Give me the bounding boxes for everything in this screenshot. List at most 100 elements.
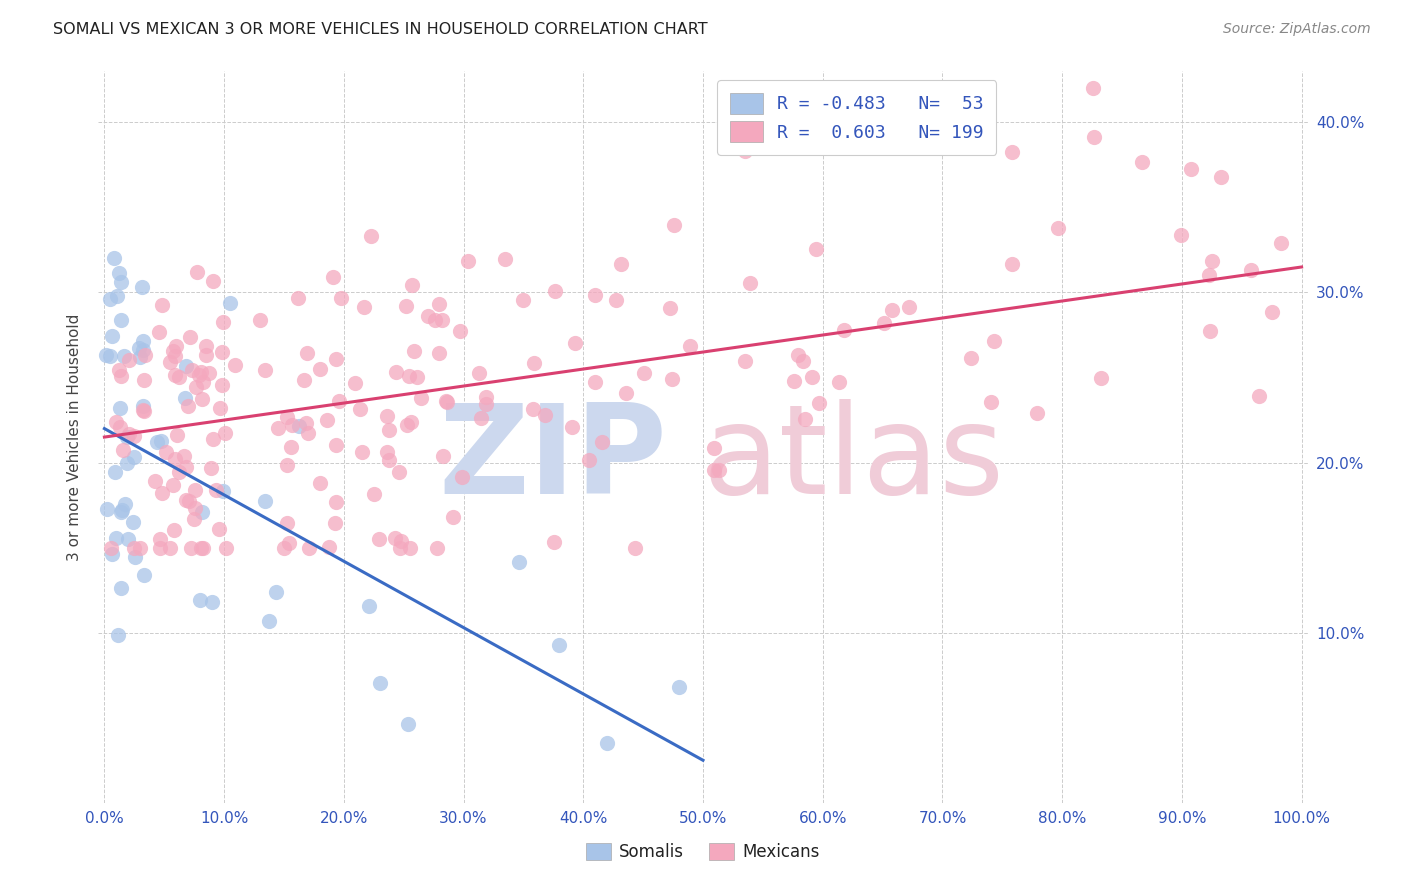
Point — [202, 432, 225, 446]
Point — [406, 370, 429, 384]
Point — [1083, 129, 1105, 144]
Point — [740, 276, 762, 290]
Point — [583, 288, 606, 302]
Point — [128, 541, 150, 555]
Point — [180, 541, 202, 555]
Point — [398, 369, 420, 384]
Point — [129, 350, 152, 364]
Point — [983, 334, 1005, 348]
Point — [468, 366, 491, 380]
Point — [167, 465, 190, 479]
Point — [1170, 228, 1192, 243]
Point — [111, 503, 134, 517]
Point — [110, 276, 132, 290]
Point — [475, 390, 498, 404]
Point — [668, 680, 690, 694]
Point — [325, 438, 347, 452]
Point — [186, 265, 208, 279]
Legend: Somalis, Mexicans: Somalis, Mexicans — [579, 836, 827, 868]
Point — [352, 445, 374, 459]
Point — [297, 426, 319, 441]
Point — [794, 412, 817, 426]
Point — [633, 366, 655, 380]
Point — [378, 423, 401, 437]
Point — [188, 593, 211, 607]
Point — [308, 475, 330, 490]
Point — [834, 322, 856, 336]
Point — [610, 257, 633, 271]
Point — [180, 363, 202, 377]
Point — [591, 434, 613, 449]
Point — [1198, 268, 1220, 282]
Point — [385, 365, 408, 379]
Point — [561, 420, 583, 434]
Point — [1130, 155, 1153, 169]
Point — [1240, 263, 1263, 277]
Point — [278, 535, 301, 549]
Point — [165, 339, 187, 353]
Point — [207, 523, 229, 537]
Point — [201, 274, 224, 288]
Point — [434, 393, 457, 408]
Point — [583, 375, 606, 389]
Point — [114, 497, 136, 511]
Point — [388, 465, 411, 479]
Point — [1047, 220, 1070, 235]
Text: SOMALI VS MEXICAN 3 OR MORE VEHICLES IN HOUSEHOLD CORRELATION CHART: SOMALI VS MEXICAN 3 OR MORE VEHICLES IN … — [53, 22, 709, 37]
Point — [219, 296, 242, 310]
Text: Source: ZipAtlas.com: Source: ZipAtlas.com — [1223, 22, 1371, 37]
Point — [110, 505, 132, 519]
Point — [318, 541, 340, 555]
Point — [148, 325, 170, 339]
Point — [389, 541, 412, 555]
Point — [512, 293, 534, 307]
Point — [436, 394, 458, 409]
Point — [134, 348, 156, 362]
Point — [118, 426, 141, 441]
Point — [543, 535, 565, 549]
Point — [134, 567, 156, 582]
Point — [315, 412, 337, 426]
Point — [395, 299, 418, 313]
Point — [159, 541, 181, 555]
Point — [543, 284, 565, 298]
Point — [163, 349, 186, 363]
Point — [522, 402, 544, 417]
Point — [1209, 169, 1232, 184]
Point — [426, 541, 449, 555]
Point — [183, 512, 205, 526]
Point — [211, 315, 233, 329]
Point — [224, 358, 246, 372]
Point — [132, 343, 155, 358]
Point — [112, 443, 135, 458]
Point — [132, 402, 155, 417]
Point — [534, 408, 557, 422]
Point — [150, 434, 173, 449]
Point — [110, 581, 132, 595]
Point — [664, 218, 686, 232]
Point — [96, 501, 118, 516]
Point — [108, 401, 131, 415]
Point — [280, 417, 302, 432]
Point — [292, 373, 315, 387]
Point — [396, 417, 419, 432]
Point — [328, 394, 350, 409]
Point — [276, 458, 298, 472]
Point — [703, 441, 725, 455]
Point — [163, 523, 186, 537]
Point — [205, 483, 228, 498]
Point — [191, 375, 214, 389]
Point — [1270, 235, 1292, 250]
Point — [432, 450, 454, 464]
Point — [273, 541, 295, 555]
Point — [173, 449, 195, 463]
Point — [416, 310, 439, 324]
Point — [441, 509, 464, 524]
Point — [276, 516, 298, 531]
Text: ZIP: ZIP — [439, 399, 666, 519]
Point — [960, 351, 983, 365]
Y-axis label: 3 or more Vehicles in Household: 3 or more Vehicles in Household — [67, 313, 83, 561]
Point — [470, 410, 492, 425]
Point — [179, 330, 201, 344]
Point — [378, 452, 401, 467]
